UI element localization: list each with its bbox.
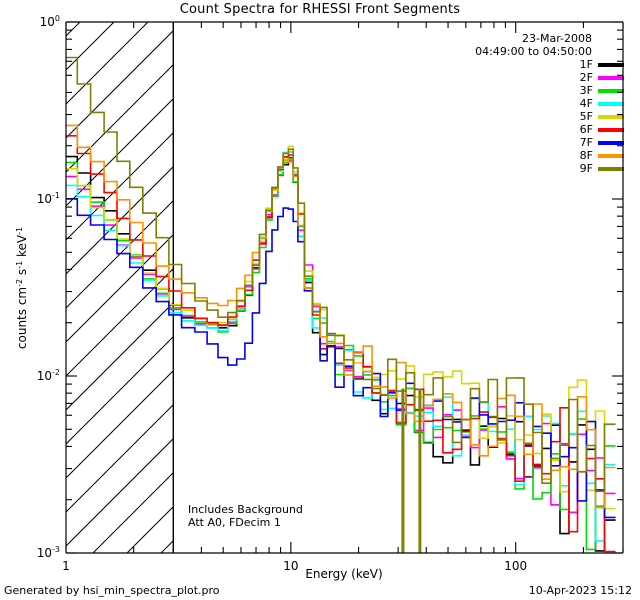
axes-group — [65, 21, 624, 554]
legend-item-6f[interactable]: 6F — [544, 123, 624, 136]
legend-label: 1F — [579, 58, 593, 71]
x-axis-title: Energy (keV) — [305, 567, 382, 581]
legend-label: 5F — [579, 110, 593, 123]
legend-item-3f[interactable]: 3F — [544, 84, 624, 97]
y-axis-title: counts cm-2 s-1 keV-1 — [15, 227, 29, 349]
footer-timestamp: 10-Apr-2023 15:12 — [528, 584, 632, 597]
legend-color-swatch — [598, 62, 624, 67]
y-tick-label: 100 — [40, 14, 60, 29]
legend-label: 2F — [579, 71, 593, 84]
time-interval-stamp: 04:49:00 to 04:50:00 — [475, 45, 592, 58]
page-title: Count Spectra for RHESSI Front Segments — [179, 2, 461, 17]
legend-label: 7F — [579, 136, 593, 149]
y-tick-label: 10-3 — [37, 545, 60, 560]
x-tick-label: 100 — [504, 559, 527, 573]
x-tick-label: 1 — [62, 559, 70, 573]
legend-item-5f[interactable]: 5F — [544, 110, 624, 123]
annotation-attenuator: Att A0, FDecim 1 — [188, 516, 281, 529]
legend-label: 8F — [579, 149, 593, 162]
spectrum-line-7f — [66, 198, 616, 519]
legend-color-swatch — [598, 140, 624, 145]
legend-item-9f[interactable]: 9F — [544, 162, 624, 175]
svg-text:counts cm-2 s-1 keV-1: counts cm-2 s-1 keV-1 — [15, 227, 29, 349]
legend-color-swatch — [598, 101, 624, 106]
legend-color-swatch — [598, 75, 624, 80]
spectrum-line-9f — [66, 56, 616, 493]
x-tick-label: 10 — [283, 559, 298, 573]
legend-color-swatch — [598, 127, 624, 132]
y-tick-label: 10-1 — [37, 191, 60, 206]
legend-color-swatch — [598, 114, 624, 119]
legend-color-swatch — [598, 166, 624, 171]
legend-color-swatch — [598, 153, 624, 158]
legend-label: 9F — [579, 162, 593, 175]
legend-item-1f[interactable]: 1F — [544, 58, 624, 71]
y-tick-label: 10-2 — [37, 368, 60, 383]
date-stamp: 23-Mar-2008 — [522, 32, 592, 45]
spectra-series-group — [66, 56, 616, 553]
legend-item-4f[interactable]: 4F — [544, 97, 624, 110]
legend-color-swatch — [598, 88, 624, 93]
legend-item-2f[interactable]: 2F — [544, 71, 624, 84]
axis-tick-labels: 1 10 100 10-3 10-2 10-1 100 — [37, 14, 527, 573]
legend-item-7f[interactable]: 7F — [544, 136, 624, 149]
legend-item-8f[interactable]: 8F — [544, 149, 624, 162]
legend-label: 3F — [579, 84, 593, 97]
legend: 1F 2F 3F 4F 5F 6F 7F 8F 9F — [544, 58, 624, 175]
legend-label: 6F — [579, 123, 593, 136]
footer-generated-by: Generated by hsi_min_spectra_plot.pro — [4, 584, 220, 597]
annotation-includes-background: Includes Background — [188, 503, 303, 516]
legend-label: 4F — [579, 97, 593, 110]
